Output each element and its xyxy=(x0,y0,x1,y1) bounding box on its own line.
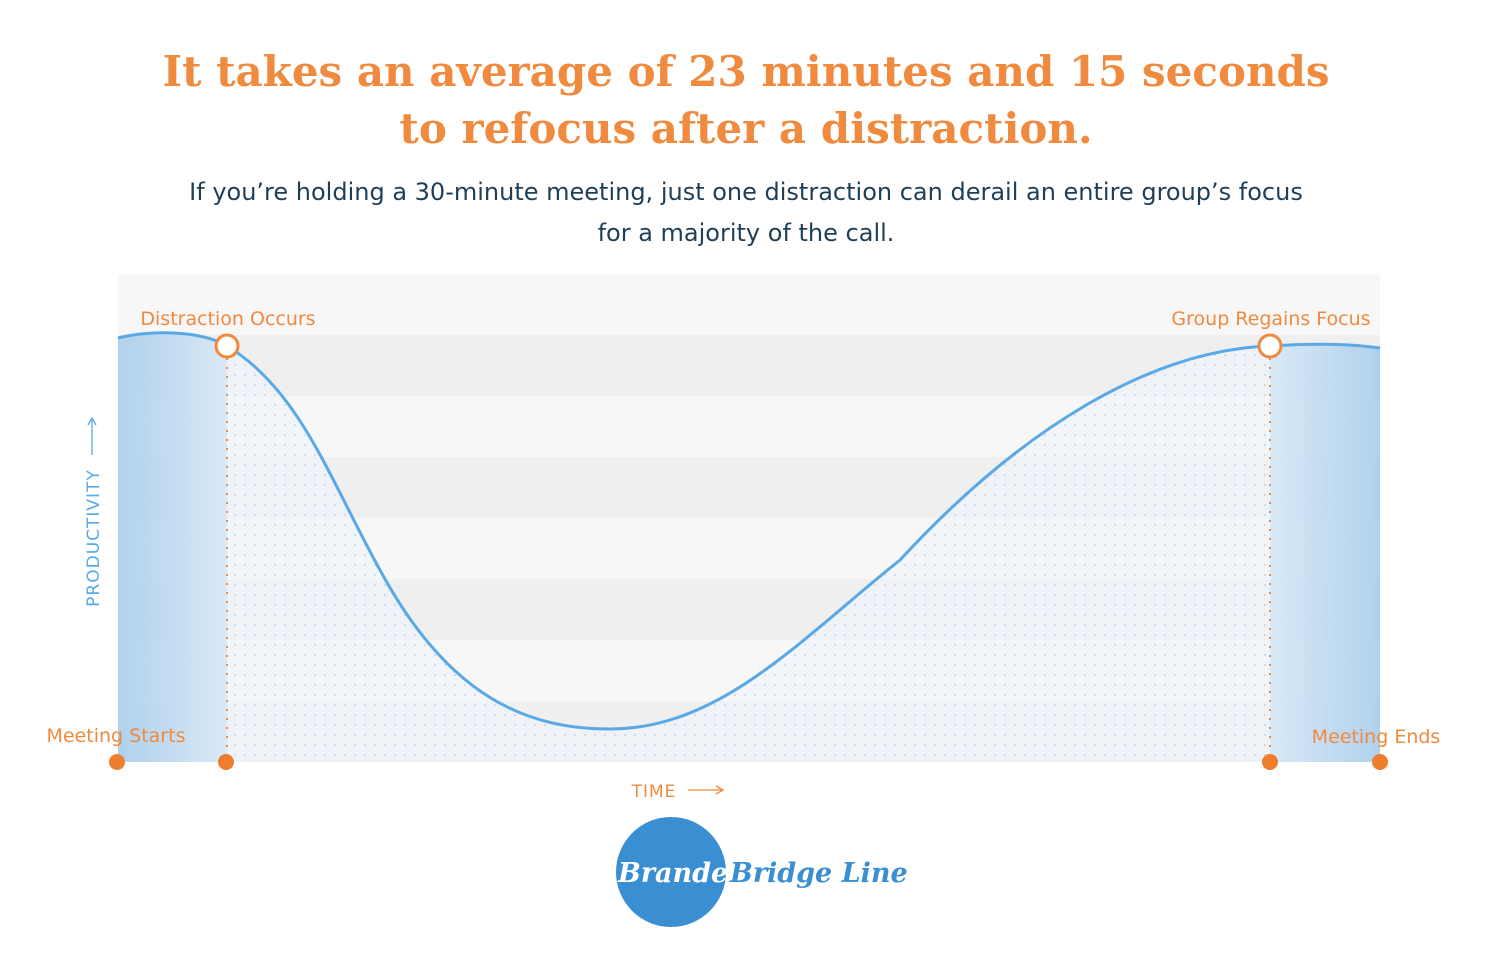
logo-text: Bridge Line xyxy=(729,858,908,889)
marker-label: Group Regains Focus xyxy=(1171,308,1370,330)
marker-label: Meeting Starts xyxy=(47,725,186,747)
x-arrow xyxy=(688,785,725,795)
plot-area xyxy=(109,274,1388,770)
event-circle xyxy=(214,333,240,359)
subtitle: for a majority of the call. xyxy=(598,219,895,247)
time-dot xyxy=(218,754,234,770)
logo: Branded Bridge Line xyxy=(616,817,908,927)
time-dot xyxy=(1372,754,1388,770)
marker-label: Meeting Ends xyxy=(1312,726,1441,748)
y-axis-label: PRODUCTIVITY xyxy=(84,469,104,607)
y-arrow xyxy=(87,416,97,455)
subtitle: If you’re holding a 30-minute meeting, j… xyxy=(189,178,1303,206)
time-dot xyxy=(109,754,125,770)
x-axis-label: TIME xyxy=(631,782,677,802)
productivity-curve xyxy=(117,331,1381,731)
title: It takes an average of 23 minutes and 15… xyxy=(162,47,1329,96)
time-dot xyxy=(1262,754,1278,770)
event-circle xyxy=(1257,333,1283,359)
title: to refocus after a distraction. xyxy=(399,104,1092,153)
marker-label: Distraction Occurs xyxy=(140,308,315,330)
logo-text: Branded xyxy=(617,858,747,889)
